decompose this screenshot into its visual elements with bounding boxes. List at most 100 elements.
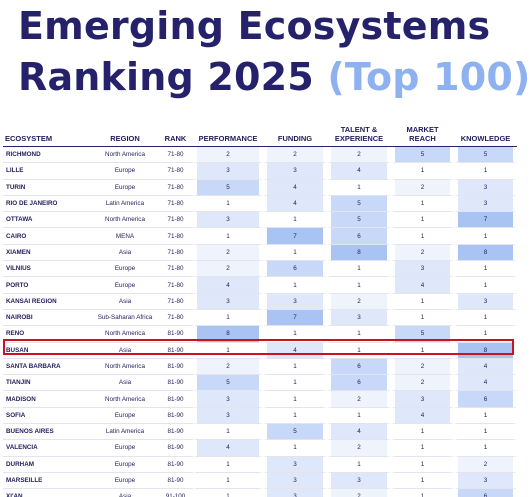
- cell-region: Asia: [92, 375, 158, 392]
- table-row: DURHAM Europe 81-90 1 3 1 1 2: [3, 456, 517, 473]
- cell-region: Asia: [92, 489, 158, 497]
- cell-ecosystem: SOFIA: [3, 408, 92, 425]
- cell-region: North America: [92, 391, 158, 408]
- cell-talent: 2: [327, 489, 391, 497]
- table-row: VALENCIA Europe 81-90 4 1 2 1 1: [3, 440, 517, 457]
- cell-market: 1: [391, 293, 454, 310]
- header-talent-line2: EXPERIENCE: [334, 134, 384, 143]
- table-row: SANTA BARBARA North America 81-90 2 1 6 2 4: [3, 358, 517, 376]
- cell-knowledge: 1: [454, 424, 517, 441]
- cell-performance: 2: [193, 261, 263, 278]
- cell-rank: 81-90: [158, 359, 193, 376]
- cell-funding: 7: [263, 228, 327, 245]
- cell-ecosystem: XIAMEN: [3, 245, 92, 262]
- cell-knowledge: 4: [454, 375, 517, 392]
- cell-region: Europe: [92, 473, 158, 490]
- cell-market: 2: [391, 375, 454, 392]
- cell-rank: 71-80: [158, 163, 193, 180]
- cell-rank: 81-90: [158, 457, 193, 473]
- table-row: CAIRO MENA 71-80 1 7 6 1 1: [3, 228, 517, 245]
- cell-funding: 1: [263, 326, 327, 343]
- title-accent: (Top 100): [327, 55, 530, 99]
- table-row: LILLE Europe 71-80 3 3 4 1 1: [3, 163, 517, 180]
- cell-rank: 71-80: [158, 147, 193, 164]
- header-ecosystem: ECOSYSTEM: [3, 120, 92, 147]
- cell-market: 3: [391, 261, 454, 278]
- cell-knowledge: 4: [454, 358, 517, 376]
- cell-region: Sub-Saharan Africa: [92, 310, 158, 327]
- cell-ecosystem: OTTAWA: [3, 212, 92, 229]
- cell-market: 1: [391, 212, 454, 229]
- cell-performance: 1: [193, 424, 263, 441]
- cell-funding: 3: [263, 163, 327, 180]
- cell-performance: 3: [193, 212, 263, 229]
- cell-rank: 81-90: [158, 391, 193, 408]
- cell-funding: 3: [263, 472, 327, 490]
- cell-market: 1: [391, 309, 454, 327]
- table-header-row: ECOSYSTEM REGION RANK PERFORMANCE FUNDIN…: [3, 120, 517, 147]
- cell-performance: 5: [193, 179, 263, 196]
- cell-market: 5: [391, 326, 454, 343]
- table-row: PORTO Europe 71-80 4 1 1 4 1: [3, 277, 517, 294]
- cell-performance: 3: [193, 293, 263, 310]
- header-rank: RANK: [158, 120, 193, 147]
- table-row: NAIROBI Sub-Saharan Africa 71-80 1 7 3 1 1: [3, 309, 517, 327]
- cell-knowledge: 1: [454, 228, 517, 245]
- cell-ecosystem: CAIRO: [3, 228, 92, 245]
- cell-region: Europe: [92, 261, 158, 278]
- cell-ecosystem: DURHAM: [3, 457, 92, 473]
- header-region: REGION: [92, 120, 158, 147]
- cell-region: Asia: [92, 294, 158, 310]
- cell-talent: 1: [327, 407, 391, 425]
- cell-funding: 1: [263, 277, 327, 294]
- table-row: KANSAI REGION Asia 71-80 3 3 2 1 3: [3, 293, 517, 310]
- cell-funding: 1: [263, 358, 327, 376]
- cell-performance: 4: [193, 440, 263, 457]
- cell-ecosystem: TURIN: [3, 180, 92, 196]
- cell-talent: 1: [327, 456, 391, 473]
- header-market-line2: REACH: [409, 134, 436, 143]
- cell-rank: 71-80: [158, 294, 193, 310]
- page-title-line1: Emerging Ecosystems: [18, 2, 528, 50]
- cell-rank: 81-90: [158, 424, 193, 441]
- cell-performance: 1: [193, 228, 263, 245]
- cell-knowledge: 8: [454, 342, 517, 359]
- cell-ecosystem: RENO: [3, 326, 92, 343]
- cell-region: Asia: [92, 245, 158, 262]
- cell-funding: 4: [263, 195, 327, 213]
- cell-knowledge: 3: [454, 293, 517, 310]
- cell-talent: 2: [327, 391, 391, 408]
- cell-performance: 1: [193, 309, 263, 327]
- cell-knowledge: 1: [454, 309, 517, 327]
- cell-rank: 71-80: [158, 245, 193, 262]
- cell-performance: 1: [193, 195, 263, 213]
- cell-market: 1: [391, 195, 454, 213]
- cell-funding: 1: [263, 244, 327, 262]
- cell-market: 1: [391, 472, 454, 490]
- cell-region: Europe: [92, 408, 158, 425]
- header-knowledge: KNOWLEDGE: [454, 120, 517, 147]
- cell-rank: 81-90: [158, 326, 193, 343]
- cell-knowledge: 5: [454, 147, 517, 164]
- cell-market: 2: [391, 358, 454, 376]
- cell-performance: 2: [193, 358, 263, 376]
- cell-talent: 1: [327, 326, 391, 343]
- table-body: RICHMOND North America 71-80 2 2 2 5 5 LILLE Euro…: [3, 147, 517, 497]
- cell-talent: 4: [327, 424, 391, 441]
- cell-rank: 71-80: [158, 180, 193, 196]
- cell-funding: 1: [263, 375, 327, 392]
- cell-funding: 5: [263, 424, 327, 441]
- table-row: BUSAN Asia 81-90 1 4 1 1 8: [3, 342, 517, 359]
- cell-ecosystem: LILLE: [3, 163, 92, 180]
- table-row: SOFIA Europe 81-90 3 1 1 4 1: [3, 407, 517, 425]
- title-text-2: Ranking 2025: [18, 55, 314, 99]
- cell-ecosystem: NAIROBI: [3, 310, 92, 327]
- cell-funding: 6: [263, 261, 327, 278]
- cell-talent: 2: [327, 147, 391, 164]
- cell-rank: 81-90: [158, 440, 193, 457]
- cell-market: 1: [391, 489, 454, 497]
- table-row: MARSEILLE Europe 81-90 1 3 3 1 3: [3, 472, 517, 490]
- cell-rank: 71-80: [158, 277, 193, 294]
- cell-talent: 5: [327, 195, 391, 213]
- cell-performance: 2: [193, 147, 263, 164]
